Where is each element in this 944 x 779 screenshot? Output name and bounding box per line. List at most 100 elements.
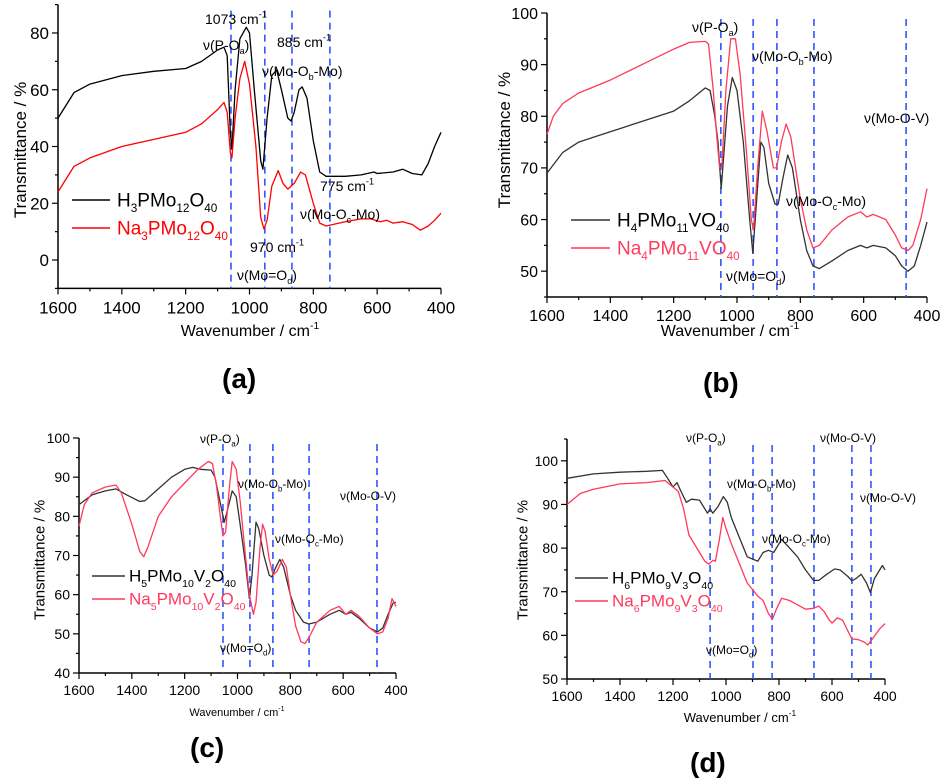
x-tick-label: 600 (850, 308, 877, 325)
y-axis-title: Transmittance / % (514, 500, 531, 620)
x-axis-title: Wavenumber / cm-1 (684, 708, 797, 725)
x-tick-label: 600 (820, 688, 844, 704)
y-tick-label: 80 (542, 540, 558, 556)
band-annotation-part: -1 (296, 238, 304, 248)
y-tick-label: 90 (542, 496, 558, 512)
series-line-Na6PMo9V3O40 (566, 479, 886, 646)
band-annotation-part: -1 (366, 177, 374, 187)
legend-label: Na5PMo10V2O40 (129, 590, 246, 613)
legend-label: H3PMo12O40 (117, 190, 218, 215)
band-annotation-part: ν(P-O (200, 432, 231, 446)
y-tick-label: 60 (54, 587, 70, 603)
band-annotation-part: a (729, 28, 735, 38)
band-annotation-part: b (309, 72, 314, 82)
band-annotation: ν(Mo-Ob-Mo) (752, 48, 833, 67)
legend-label: H5PMo10V2O40 (129, 567, 236, 590)
band-annotation-part: ν(Mo-O (786, 193, 833, 209)
band-annotation: 970 cm-1 (250, 238, 304, 255)
y-tick-label: 50 (520, 264, 538, 281)
legend-label: H4PMo11VO40 (617, 210, 730, 235)
band-annotation: 775 cm-1 (320, 177, 374, 194)
band-annotation-part: c (802, 540, 806, 549)
band-annotation-part: 885 cm (277, 34, 323, 50)
band-annotation: ν(Mo-Oc-Mo) (786, 193, 866, 212)
band-annotation: ν(P-Oa) (200, 432, 240, 449)
y-tick-label: 90 (520, 57, 538, 74)
series-line-H4PMo11VO40 (546, 76, 928, 272)
y-tick-label: 60 (520, 212, 538, 229)
band-annotation-part: ν(Mo-O (752, 48, 799, 64)
y-tick-label: 60 (542, 627, 558, 643)
band-annotation-part: ) (236, 432, 240, 446)
band-annotation: ν(P-Oa) (686, 431, 726, 448)
y-tick-label: 100 (511, 6, 538, 23)
series-line-Na3PMo12O40 (57, 60, 442, 231)
x-axis-title: Wavenumber / cm-1 (181, 321, 320, 340)
x-tick-label: 800 (299, 298, 327, 317)
band-annotation-part: -1 (259, 10, 267, 20)
x-tick-label: 1600 (39, 298, 77, 317)
band-annotation-part: ) (722, 431, 726, 445)
band-annotation-part: ν(Mo-O (300, 206, 347, 222)
x-tick-label: 600 (331, 682, 355, 698)
x-tick-label: 1400 (593, 308, 629, 325)
panel-label: (a) (222, 363, 256, 394)
band-annotation: ν(Mo-O-V) (820, 431, 876, 445)
band-annotation-part: ν(Mo-O-V) (864, 110, 929, 126)
band-annotation-part: ν(Mo-O (762, 532, 802, 546)
x-tick-label: 400 (384, 682, 408, 698)
band-annotation-part: ν(P-O (686, 431, 717, 445)
band-annotation: ν(Mo=Od) (237, 267, 297, 286)
band-annotation-part: ν(Mo=O (706, 643, 749, 657)
y-axis-title: Transmittance / % (31, 500, 48, 620)
x-tick-label: 1000 (710, 688, 741, 704)
x-tick-label: 800 (279, 682, 303, 698)
y-tick-label: 100 (47, 430, 71, 446)
band-annotation-part: d (263, 649, 267, 658)
x-tick-label: 1600 (551, 688, 582, 704)
band-annotation: ν(Mo-Oc-Mo) (300, 206, 380, 225)
x-tick-label: 800 (787, 308, 814, 325)
y-tick-label: 50 (54, 626, 70, 642)
band-annotation: 885 cm-1 (277, 33, 331, 50)
band-annotation-part: ν(P-O (692, 19, 729, 35)
x-tick-label: 1400 (116, 682, 147, 698)
band-annotation-part: d (287, 276, 292, 286)
band-annotation-part: a (240, 46, 246, 56)
x-tick-label: 800 (767, 688, 791, 704)
y-tick-label: 40 (30, 138, 49, 157)
legend-label: Na6PMo9V3O40 (612, 592, 723, 615)
y-tick-label: 60 (30, 81, 49, 100)
band-annotation-part: a (717, 439, 722, 448)
x-axis-title: Wavenumber / cm-1 (661, 321, 800, 340)
band-annotation-part: ν(P-O (203, 37, 240, 53)
x-tick-label: 600 (363, 298, 391, 317)
band-annotation-part: ) (734, 19, 739, 35)
panel-label: (b) (703, 367, 739, 398)
band-annotation-part: ν(Mo-O (275, 532, 315, 546)
x-tick-label: 1000 (222, 682, 253, 698)
y-tick-label: 80 (30, 24, 49, 43)
band-annotation-part: ν(Mo-O (262, 63, 309, 79)
y-tick-label: 100 (535, 453, 559, 469)
band-annotation-part: -Mo) (314, 63, 343, 79)
panel-a: 1600 1400 1200 1000 800 600 400 0 20 40 60 80 Transm… (11, 3, 455, 394)
y-tick-label: 20 (30, 194, 49, 213)
y-axis-title: Transmittance / % (495, 72, 514, 208)
y-tick-label: 70 (520, 161, 538, 178)
band-annotation: ν(Mo-Oc-Mo) (762, 532, 831, 549)
band-annotation-part: d (776, 277, 781, 287)
x-tick-label: 1400 (604, 688, 635, 704)
y-tick-label: 50 (542, 671, 558, 687)
legend-label: Na3PMo12O40 (117, 218, 228, 243)
band-annotation-part: 1073 cm (205, 11, 259, 27)
x-tick-label: 1200 (657, 688, 688, 704)
band-annotation-part: ) (267, 641, 271, 655)
band-annotation-part: ) (781, 268, 786, 284)
band-annotation-part: c (347, 215, 352, 225)
band-annotation-part: -Mo) (282, 477, 307, 491)
series-line-H6PMo9V3O40 (566, 469, 886, 594)
x-tick-label: 400 (427, 298, 455, 317)
x-tick-label: 1200 (167, 298, 205, 317)
band-annotation: ν(Mo-O-V) (864, 110, 929, 126)
